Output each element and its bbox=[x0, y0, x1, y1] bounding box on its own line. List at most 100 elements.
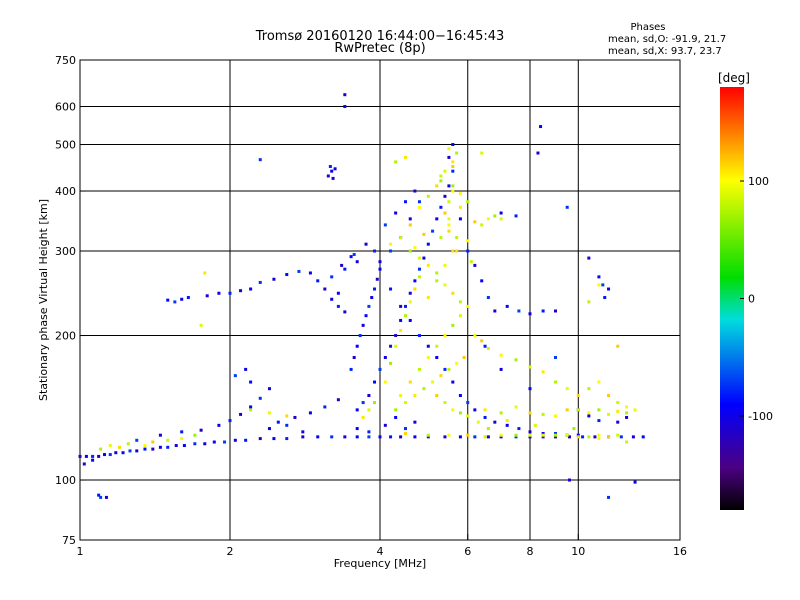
data-point bbox=[383, 355, 387, 359]
data-point bbox=[326, 174, 330, 178]
data-point bbox=[135, 438, 139, 442]
data-point bbox=[343, 435, 347, 439]
data-point bbox=[180, 437, 184, 441]
data-point bbox=[435, 355, 439, 359]
data-point bbox=[349, 255, 353, 259]
data-point bbox=[408, 217, 412, 221]
data-point bbox=[378, 367, 382, 371]
data-point bbox=[104, 495, 108, 499]
data-point bbox=[431, 380, 435, 384]
chart-title: Tromsø 20160120 16:44:00−16:45:43 bbox=[255, 29, 505, 44]
data-point bbox=[483, 408, 487, 412]
data-point bbox=[443, 435, 447, 439]
data-point bbox=[553, 435, 557, 439]
data-point bbox=[466, 401, 470, 405]
data-point bbox=[355, 435, 359, 439]
data-point bbox=[239, 412, 243, 416]
data-point bbox=[565, 433, 569, 437]
data-point bbox=[553, 433, 557, 437]
data-point bbox=[239, 289, 243, 293]
data-point bbox=[593, 435, 597, 439]
data-point bbox=[182, 444, 186, 448]
data-point bbox=[399, 328, 403, 332]
data-point bbox=[458, 205, 462, 209]
data-point bbox=[451, 249, 455, 253]
data-point bbox=[426, 263, 430, 267]
data-point bbox=[394, 334, 398, 338]
data-point bbox=[473, 408, 477, 412]
data-point bbox=[486, 217, 490, 221]
data-point bbox=[473, 263, 477, 267]
data-point bbox=[135, 449, 139, 453]
data-point bbox=[383, 223, 387, 227]
data-point bbox=[435, 394, 439, 398]
data-point bbox=[413, 420, 417, 424]
data-point bbox=[587, 411, 591, 415]
data-point bbox=[367, 435, 371, 439]
data-point bbox=[426, 242, 430, 246]
data-point bbox=[394, 160, 398, 164]
data-point bbox=[403, 314, 407, 318]
data-point bbox=[499, 353, 503, 357]
colorbar-label: [deg] bbox=[718, 71, 750, 85]
data-point bbox=[587, 387, 591, 391]
data-point bbox=[349, 367, 353, 371]
data-point bbox=[97, 454, 101, 458]
data-point bbox=[408, 249, 412, 253]
data-point bbox=[641, 435, 645, 439]
data-point bbox=[343, 267, 347, 271]
data-point bbox=[399, 394, 403, 398]
data-point bbox=[486, 296, 490, 300]
data-point bbox=[458, 435, 462, 439]
data-point bbox=[413, 435, 417, 439]
data-point bbox=[607, 435, 611, 439]
data-point bbox=[625, 440, 629, 444]
data-point bbox=[597, 433, 601, 437]
y-tick-label: 400 bbox=[55, 185, 76, 198]
data-point bbox=[272, 277, 276, 281]
data-point bbox=[258, 158, 262, 162]
data-point bbox=[499, 367, 503, 371]
data-point bbox=[541, 370, 545, 374]
data-point bbox=[408, 291, 412, 295]
data-point bbox=[576, 433, 580, 437]
data-point bbox=[403, 155, 407, 159]
data-point bbox=[199, 428, 203, 432]
data-point bbox=[128, 449, 132, 453]
data-point bbox=[536, 151, 540, 155]
data-point bbox=[267, 427, 271, 431]
data-point bbox=[330, 275, 334, 279]
data-point bbox=[343, 310, 347, 314]
data-point bbox=[330, 435, 334, 439]
data-point bbox=[528, 435, 532, 439]
data-point bbox=[267, 411, 271, 415]
data-point bbox=[394, 211, 398, 215]
data-point bbox=[394, 408, 398, 412]
data-point bbox=[352, 355, 356, 359]
data-point bbox=[553, 380, 557, 384]
data-point bbox=[244, 367, 248, 371]
data-point bbox=[373, 249, 377, 253]
data-point bbox=[451, 323, 455, 327]
data-point bbox=[541, 412, 545, 416]
data-point bbox=[528, 312, 532, 316]
data-point bbox=[336, 304, 340, 308]
data-point bbox=[203, 271, 207, 275]
data-point bbox=[258, 396, 262, 400]
data-point bbox=[417, 275, 421, 279]
data-point bbox=[493, 214, 497, 218]
data-point bbox=[455, 151, 459, 155]
data-point bbox=[180, 297, 184, 301]
data-point bbox=[367, 430, 371, 434]
data-point bbox=[587, 414, 591, 418]
data-point bbox=[399, 435, 403, 439]
data-point bbox=[483, 415, 487, 419]
data-point bbox=[228, 419, 232, 423]
data-point bbox=[458, 192, 462, 196]
data-point bbox=[383, 423, 387, 427]
x-tick-label: 8 bbox=[527, 545, 534, 558]
data-point bbox=[331, 176, 335, 180]
data-point bbox=[565, 408, 569, 412]
data-point bbox=[517, 309, 521, 313]
data-point bbox=[399, 304, 403, 308]
